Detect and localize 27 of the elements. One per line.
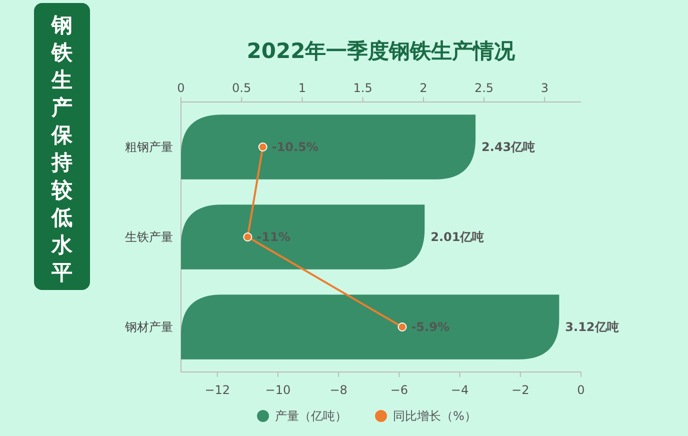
x2-tick-label: 2 xyxy=(420,81,428,95)
y-tick-label: 钢材产量 xyxy=(124,320,173,334)
x-tick-label: −4 xyxy=(450,383,469,397)
x2-tick-label: 1 xyxy=(298,81,306,95)
x2-tick-label: 3 xyxy=(540,81,548,95)
x2-tick-label: 0 xyxy=(177,81,185,95)
data-label: -11% xyxy=(256,230,290,244)
x-tick-label: 0 xyxy=(577,383,585,397)
data-label: -5.9% xyxy=(411,320,450,334)
x2-tick-label: 0.5 xyxy=(232,81,252,95)
text: 钢铁生产保持较低水平 xyxy=(52,13,72,284)
y-tick-label: 粗钢产量 xyxy=(125,140,173,154)
y-tick-label: 生铁产量 xyxy=(125,230,173,244)
data-label: 2.43亿吨 xyxy=(482,140,536,154)
data-label: 3.12亿吨 xyxy=(565,320,619,334)
legend-label: 产量（亿吨） xyxy=(275,409,347,423)
legend-label: 同比增长（%） xyxy=(393,409,476,423)
data-label: -10.5% xyxy=(272,140,318,154)
x2-tick-label: 1.5 xyxy=(353,81,372,95)
data-label: 2.01亿吨 xyxy=(430,230,484,244)
x-tick-label: −10 xyxy=(265,383,291,397)
chart-title: 2022年一季度钢铁生产情况 xyxy=(246,39,516,63)
x-tick-label: −8 xyxy=(330,383,348,397)
x-tick-label: −12 xyxy=(204,383,230,397)
x-tick-label: −6 xyxy=(390,383,408,397)
x2-tick-label: 2.5 xyxy=(474,81,494,95)
x-tick-label: −2 xyxy=(512,383,530,397)
